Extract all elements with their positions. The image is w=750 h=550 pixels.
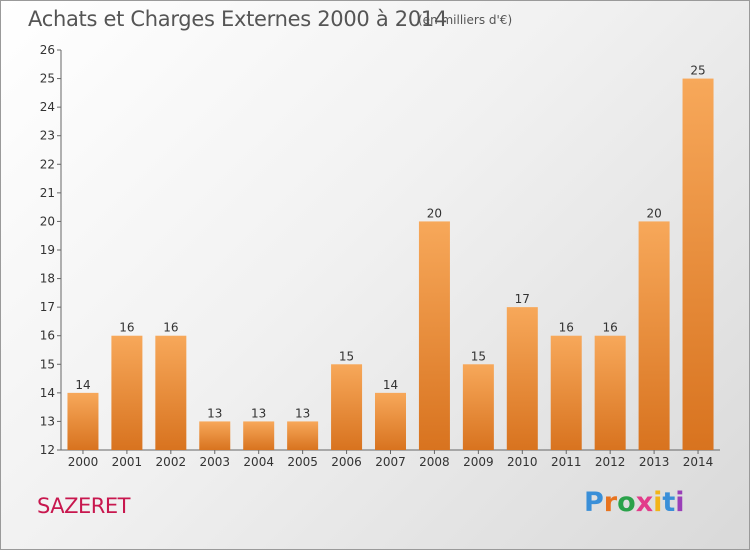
bar — [375, 392, 406, 450]
x-tick-label: 2013 — [639, 455, 670, 469]
bar — [155, 335, 187, 450]
bar — [331, 364, 363, 450]
data-label: 16 — [119, 321, 134, 335]
bar — [243, 421, 275, 450]
y-tick-label: 26 — [40, 43, 55, 57]
bar — [682, 78, 714, 451]
data-label: 14 — [383, 378, 398, 392]
labels: 2000 14 2001 16 2002 16 2003 13 2004 13 2005 13 2006… — [68, 64, 714, 469]
y-tick-label: 13 — [40, 414, 55, 428]
data-label: 20 — [646, 206, 661, 220]
y-tick-label: 20 — [40, 214, 55, 228]
commune-name: SAZERET — [37, 494, 130, 518]
logo-letter: o — [617, 487, 636, 518]
y-tick-label: 12 — [40, 443, 55, 457]
data-label: 16 — [603, 321, 618, 335]
x-tick-label: 2011 — [551, 455, 582, 469]
data-label: 16 — [163, 321, 178, 335]
bar — [287, 421, 319, 450]
x-tick-label: 2006 — [331, 455, 362, 469]
data-label: 15 — [471, 349, 486, 363]
y-tick-label: 25 — [40, 72, 55, 86]
data-label: 16 — [559, 321, 574, 335]
y-tick-label: 16 — [40, 329, 55, 343]
data-label: 15 — [339, 349, 354, 363]
x-tick-label: 2008 — [419, 455, 450, 469]
bar — [67, 392, 99, 450]
logo-letter: x — [635, 487, 654, 518]
y-tick-label: 18 — [40, 272, 55, 286]
bar — [594, 335, 626, 450]
chart-title: Achats et Charges Externes 2000 à 2014 — [28, 7, 448, 31]
y-tick-label: 22 — [40, 157, 55, 171]
x-tick-label: 2005 — [287, 455, 318, 469]
y-tick-label: 24 — [40, 100, 55, 114]
bar — [462, 364, 494, 450]
y-tick-label: 15 — [40, 357, 55, 371]
y-tick-label: 23 — [40, 129, 55, 143]
bar — [111, 335, 143, 450]
logo-letter: t — [662, 487, 676, 518]
data-label: 13 — [251, 406, 266, 420]
x-tick-label: 2009 — [463, 455, 494, 469]
data-label: 14 — [75, 378, 90, 392]
logo-letter: i — [653, 487, 663, 518]
bar — [199, 421, 231, 450]
x-tick-label: 2001 — [112, 455, 143, 469]
x-tick-label: 2000 — [68, 455, 99, 469]
bar — [550, 335, 582, 450]
proxiti-logo[interactable]: Proxiti — [584, 487, 685, 518]
data-label: 13 — [207, 406, 222, 420]
logo-letter: i — [675, 487, 685, 518]
bar — [638, 221, 670, 450]
x-tick-label: 2012 — [595, 455, 626, 469]
chart-subtitle: (en milliers d'€) — [418, 13, 513, 27]
data-label: 25 — [690, 64, 705, 78]
bars — [67, 78, 714, 451]
logo-letter: r — [603, 487, 618, 518]
y-tick-label: 19 — [40, 243, 55, 257]
x-tick-label: 2010 — [507, 455, 538, 469]
bar — [418, 221, 450, 450]
data-label: 17 — [515, 292, 530, 306]
bar — [506, 307, 538, 450]
x-tick-label: 2014 — [683, 455, 714, 469]
y-tick-label: 14 — [40, 386, 55, 400]
y-tick-label: 21 — [40, 186, 55, 200]
x-tick-label: 2002 — [156, 455, 187, 469]
logo-letter: P — [584, 487, 604, 518]
x-tick-label: 2007 — [375, 455, 406, 469]
x-tick-label: 2003 — [199, 455, 230, 469]
data-label: 13 — [295, 406, 310, 420]
y-tick-label: 17 — [40, 300, 55, 314]
x-tick-label: 2004 — [243, 455, 274, 469]
data-label: 20 — [427, 206, 442, 220]
